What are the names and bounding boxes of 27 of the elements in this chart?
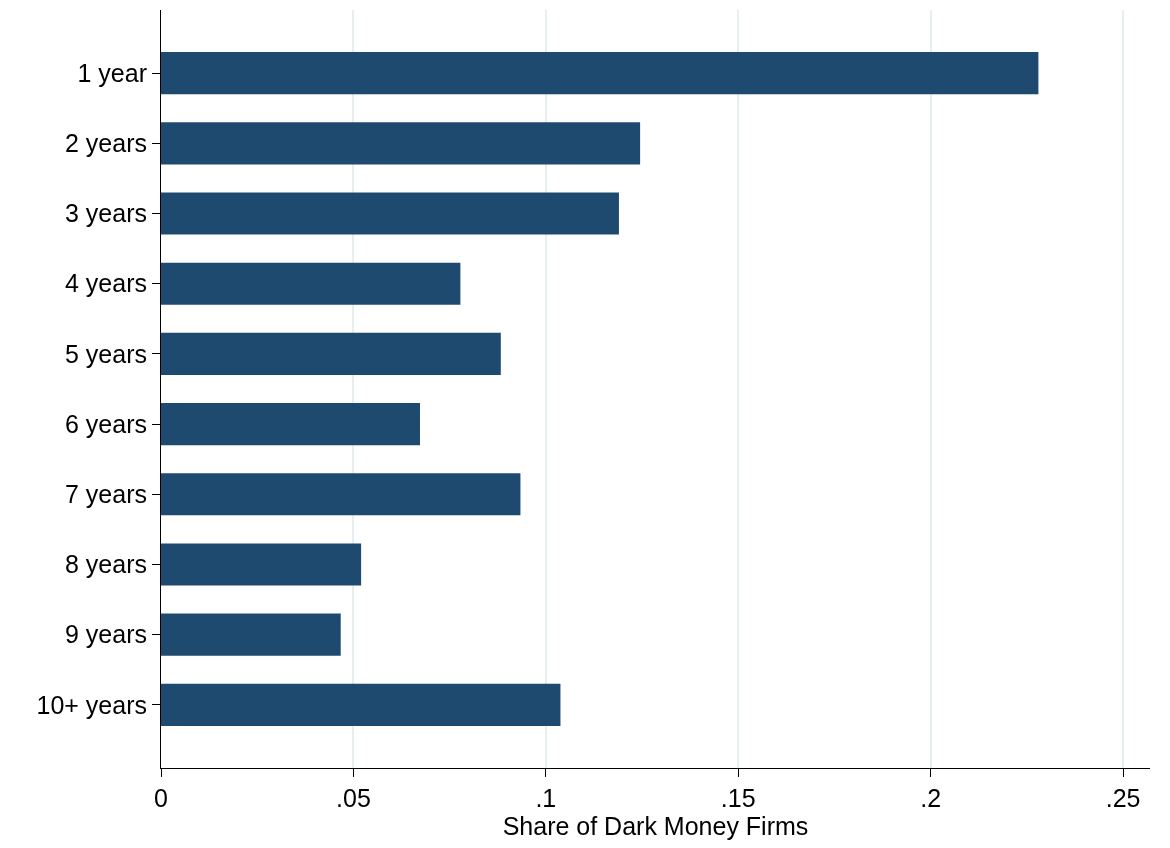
bar <box>161 122 641 165</box>
y-tick-label: 5 years <box>65 339 147 368</box>
y-tick-label: 1 year <box>77 58 147 87</box>
x-tick-label: 0 <box>154 784 168 812</box>
y-tick-label: 2 years <box>65 129 147 158</box>
bar <box>161 52 1039 95</box>
x-tick-label: .05 <box>336 784 371 812</box>
bar <box>161 473 521 516</box>
bar <box>161 683 561 726</box>
x-tick-label: .25 <box>1105 784 1141 812</box>
y-tick-label: 4 years <box>65 269 147 298</box>
bar <box>161 403 420 446</box>
y-tick-label: 7 years <box>65 480 147 509</box>
bar <box>161 332 501 375</box>
y-tick-label: 10+ years <box>36 690 147 719</box>
y-tick-label: 9 years <box>65 620 147 649</box>
y-tick-label: 6 years <box>65 409 147 438</box>
bar <box>161 613 341 656</box>
y-tick-label: 3 years <box>65 199 147 228</box>
bar <box>161 262 461 305</box>
x-tick-label: .2 <box>920 784 942 812</box>
x-axis-title: Share of Dark Money Firms <box>502 812 809 840</box>
x-tick-label: .1 <box>535 784 557 812</box>
bar <box>161 192 619 235</box>
y-tick-label: 8 years <box>65 550 147 579</box>
bar <box>161 543 362 586</box>
x-tick-label: .15 <box>720 784 756 812</box>
